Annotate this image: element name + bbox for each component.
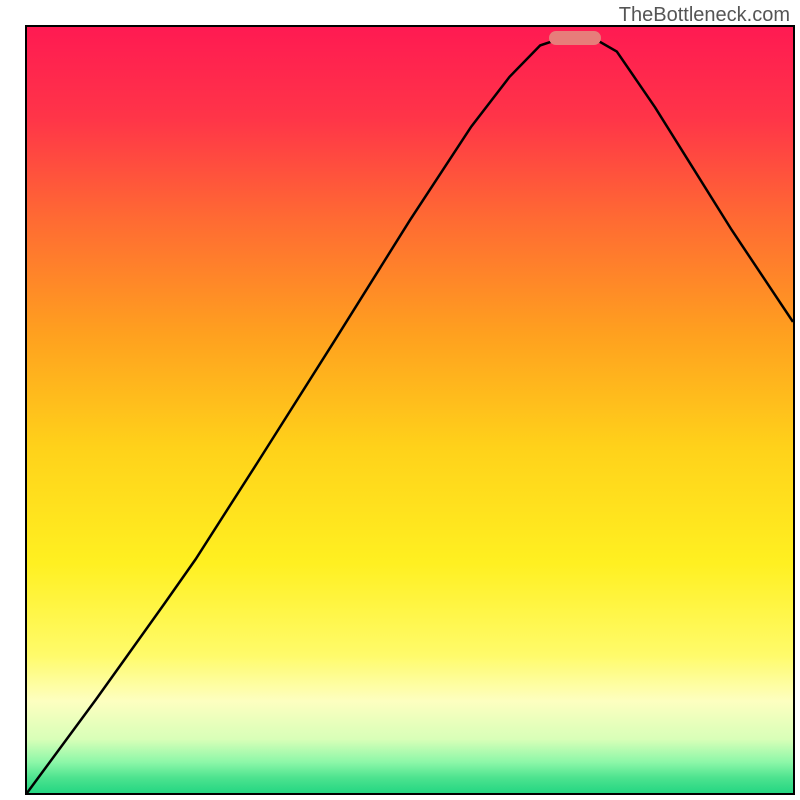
chart-marker xyxy=(549,31,601,45)
chart-curve xyxy=(27,27,793,793)
chart-container xyxy=(25,25,795,795)
watermark-text: TheBottleneck.com xyxy=(619,4,790,27)
